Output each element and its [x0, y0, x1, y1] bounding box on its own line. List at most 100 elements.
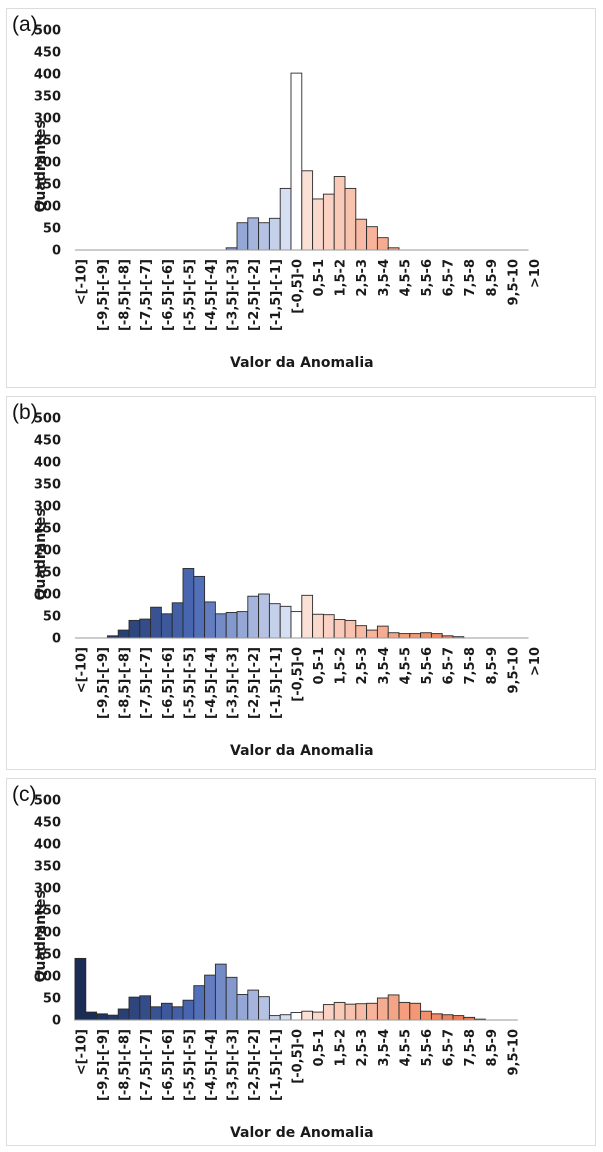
y-tick-label: 350	[34, 860, 61, 875]
x-tick-label: 9,5-10	[506, 1029, 521, 1076]
y-tick-label: 400	[34, 456, 61, 471]
histogram-bar	[366, 629, 378, 639]
x-tick-label: 5,5-6	[420, 1029, 435, 1066]
panel-label: (a)	[12, 13, 38, 36]
x-tick-label: 3,5-4	[377, 1029, 392, 1066]
x-tick-label: 7,5-8	[463, 647, 478, 684]
y-tick-label: 500	[34, 24, 61, 39]
panel-label: (c)	[12, 783, 37, 806]
x-tick-label: [-9,5]-[-9]	[96, 1029, 111, 1101]
y-tick-label: 200	[34, 544, 61, 559]
histogram-bar	[258, 222, 270, 251]
x-tick-label: >10	[528, 647, 543, 676]
y-tick-label: 50	[43, 610, 61, 625]
x-tick-label: [-1,5]-[-1]	[269, 259, 284, 331]
y-tick-label: 450	[34, 434, 61, 449]
x-tick-label: [-3,5]-[-3]	[226, 259, 241, 331]
histogram-bar	[150, 606, 162, 639]
histogram-bar	[247, 989, 260, 1021]
histogram-bar	[366, 1002, 378, 1021]
x-axis-title: Valor da Anomalia	[230, 355, 374, 371]
histogram-bar	[420, 632, 432, 639]
histogram-bar	[366, 226, 378, 251]
histogram-bar	[204, 974, 216, 1021]
histogram-bar	[312, 613, 324, 639]
x-tick-label: [-8,5]-[-8]	[118, 647, 133, 719]
histogram-bar	[128, 996, 141, 1021]
histogram-bar	[333, 176, 346, 251]
histogram-bar	[214, 613, 227, 639]
x-tick-label: 0,5-1	[312, 647, 327, 684]
x-tick-label: 4,5-5	[398, 1029, 413, 1066]
y-tick-label: 50	[43, 222, 61, 237]
x-tick-label: 2,5-3	[355, 259, 370, 296]
histogram-bar	[409, 1002, 422, 1021]
x-tick-label: [-2,5]-[-2]	[247, 647, 262, 719]
histogram-bar	[430, 1013, 443, 1021]
histogram-bar	[171, 1006, 184, 1021]
x-tick-label: 7,5-8	[463, 259, 478, 296]
histogram-bar	[279, 1014, 292, 1021]
histogram-bar	[344, 187, 357, 251]
x-tick-label: 2,5-3	[355, 647, 370, 684]
x-tick-label: [-0,5]-0	[290, 1029, 305, 1084]
x-tick-label: 4,5-5	[398, 647, 413, 684]
x-tick-label: [-9,5]-[-9]	[96, 647, 111, 719]
y-tick-label: 400	[34, 68, 61, 83]
x-tick-label: [-6,5]-[-6]	[161, 259, 176, 331]
histogram-bar	[355, 1003, 368, 1021]
y-tick-label: 200	[34, 926, 61, 941]
x-tick-label: 1,5-2	[334, 1029, 349, 1066]
y-tick-label: 300	[34, 882, 61, 897]
histogram-bar	[225, 976, 238, 1021]
x-tick-label: [-9,5]-[-9]	[96, 259, 111, 331]
histogram-bar	[376, 997, 389, 1021]
x-tick-label: [-3,5]-[-3]	[226, 647, 241, 719]
x-tick-label: 5,5-6	[420, 259, 435, 296]
histogram-b: 0 50 100 150 200 250 300 350 400 450 500 Quadrantes…	[33, 412, 543, 760]
histogram-bar	[312, 1011, 324, 1021]
histogram-bar	[247, 217, 260, 251]
y-tick-label: 0	[52, 1014, 61, 1029]
x-tick-label: 5,5-6	[420, 647, 435, 684]
histogram-bar	[96, 1013, 108, 1021]
histogram-bar	[312, 198, 324, 251]
y-axis-title: Quadrantes	[33, 890, 49, 982]
histogram-bar	[258, 593, 270, 639]
x-tick-label: [-5,5]-[-5]	[182, 1029, 197, 1101]
y-tick-label: 250	[34, 904, 61, 919]
x-tick-label: <[-10]	[74, 647, 89, 693]
x-tick-label: [-7,5]-[-7]	[139, 1029, 154, 1101]
x-tick-label: >10	[528, 259, 543, 288]
histogram-bar	[268, 603, 281, 639]
histogram-bar	[128, 619, 141, 639]
y-tick-label: 450	[34, 46, 61, 61]
x-tick-label: [-4,5]-[-4]	[204, 259, 219, 331]
y-tick-label: 400	[34, 838, 61, 853]
histogram-bar	[171, 602, 184, 639]
histogram-bar	[344, 1003, 357, 1021]
histogram-bar	[430, 633, 443, 639]
y-tick-label: 200	[34, 156, 61, 171]
x-tick-label: 8,5-9	[485, 1029, 500, 1066]
x-tick-label: 2,5-3	[355, 1029, 370, 1066]
x-tick-label: 0,5-1	[312, 1029, 327, 1066]
histogram-bar	[322, 1004, 335, 1021]
histogram-bar	[193, 985, 206, 1021]
histogram-bar	[150, 1006, 162, 1021]
histogram-bar	[236, 994, 249, 1021]
x-tick-label: 3,5-4	[377, 259, 392, 296]
x-tick-label: <[-10]	[74, 259, 89, 305]
y-tick-label: 250	[34, 522, 61, 537]
histogram-bar	[441, 1014, 454, 1021]
histogram-bar	[160, 613, 173, 639]
panel-a: (a) 0 50 100 150 200 250 300 350 400 450 500 Quadra…	[6, 8, 596, 388]
y-tick-label: 150	[34, 566, 61, 581]
x-tick-label: [-0,5]-0	[290, 647, 305, 702]
x-tick-label: 1,5-2	[334, 259, 349, 296]
histogram-bar	[376, 237, 389, 251]
y-tick-label: 450	[34, 816, 61, 831]
y-axis-title: Quadrantes	[33, 120, 49, 212]
x-tick-label: 6,5-7	[442, 647, 457, 684]
histogram-bar	[85, 1011, 98, 1021]
